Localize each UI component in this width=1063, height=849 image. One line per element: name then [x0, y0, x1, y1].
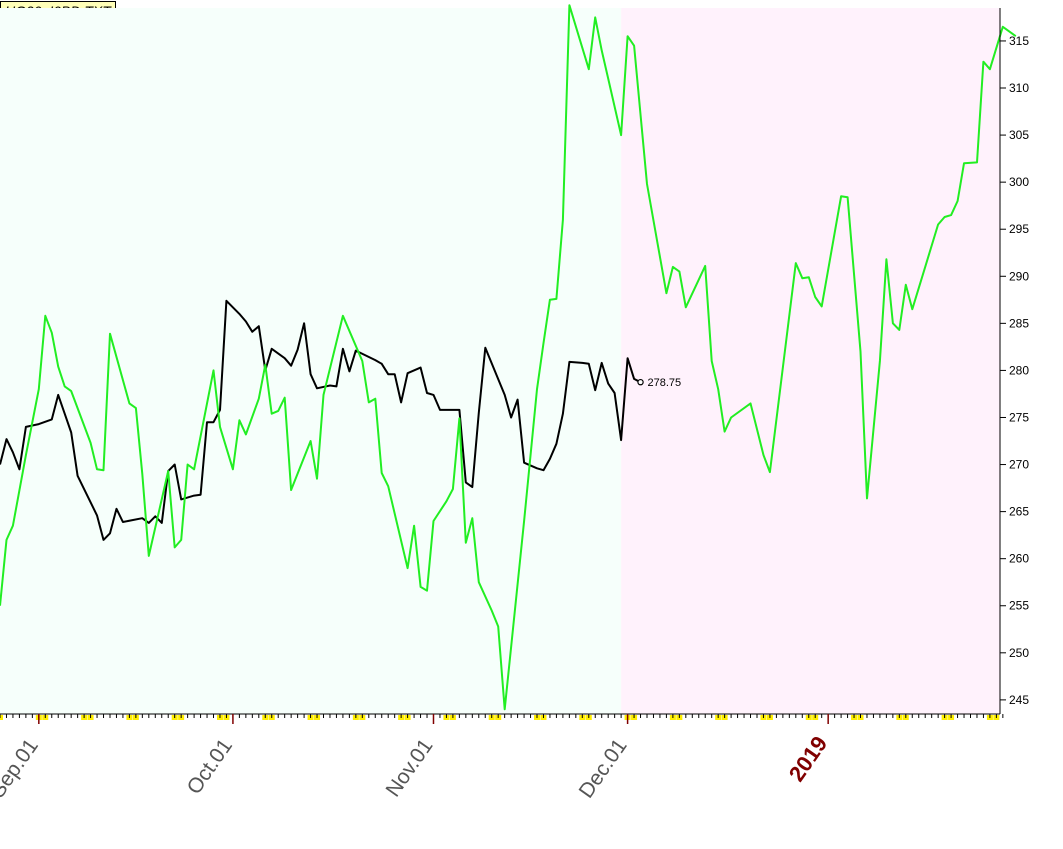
series-line-green [0, 4, 1017, 711]
y-tick-label: 305 [1009, 128, 1029, 142]
y-tick-label: 270 [1009, 458, 1029, 472]
y-tick-label: 290 [1009, 269, 1029, 283]
y-tick-label: 285 [1009, 316, 1029, 330]
y-tick-label: 275 [1009, 410, 1029, 424]
x-month-label: Oct.01 [183, 735, 237, 799]
history-region [0, 8, 622, 714]
y-tick-label: 245 [1009, 693, 1029, 707]
x-axis-day-ticks [0, 714, 1004, 720]
y-tick-label: 260 [1009, 552, 1029, 566]
weekend-marker [0, 715, 3, 720]
x-month-label: Dec.01 [575, 735, 632, 803]
x-month-label: Nov.01 [381, 735, 437, 801]
y-tick-label: 315 [1009, 34, 1029, 48]
y-tick-label: 280 [1009, 363, 1029, 377]
last-value-label: 278.75 [648, 377, 682, 389]
y-tick-label: 250 [1009, 646, 1029, 660]
last-value-marker [637, 378, 644, 386]
series-line-black [0, 299, 641, 541]
x-year-label: 2019 [784, 732, 833, 786]
y-tick-label: 295 [1009, 222, 1029, 236]
y-tick-label: 310 [1009, 81, 1029, 95]
x-month-label: Sep.01 [0, 735, 43, 803]
forecast-region [621, 8, 1000, 714]
y-tick-label: 300 [1009, 175, 1029, 189]
y-tick-label: 255 [1009, 599, 1029, 613]
y-axis: 245 250 255 260 265 270 275 280 285 290 295 300 305 3… [999, 8, 1029, 714]
y-tick-label: 265 [1009, 505, 1029, 519]
shaded-regions [0, 8, 1000, 714]
series-lines [0, 4, 1017, 711]
last-value-marker-group: 278.75 [637, 377, 682, 389]
x-axis: Sep.01 Oct.01 Nov.01 Dec.01 2019 [0, 713, 1004, 803]
